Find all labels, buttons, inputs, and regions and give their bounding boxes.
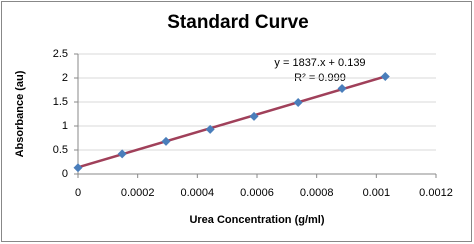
data-point xyxy=(293,97,303,107)
x-tick-label: 0 xyxy=(75,187,81,199)
data-point xyxy=(73,163,83,173)
trendline xyxy=(77,75,386,169)
y-axis-label: Absorbance (au) xyxy=(14,70,26,157)
y-tick-label: 0.5 xyxy=(53,144,68,156)
data-point xyxy=(117,149,127,159)
x-tick-label: 0.0002 xyxy=(121,187,155,199)
chart-title: Standard Curve xyxy=(167,12,308,33)
y-tick-label: 1 xyxy=(62,120,68,132)
data-point xyxy=(249,111,259,121)
y-tick-label: 1.5 xyxy=(53,96,68,108)
data-point xyxy=(205,124,215,134)
y-tick-label: 2.5 xyxy=(53,48,68,60)
x-tick-label: 0.0004 xyxy=(181,187,215,199)
x-tick-label: 0.001 xyxy=(363,187,391,199)
x-tick-label: 0.0012 xyxy=(419,187,453,199)
data-point xyxy=(161,136,171,146)
data-point xyxy=(337,84,347,94)
y-tick-label: 0 xyxy=(62,168,68,180)
data-point xyxy=(380,72,390,82)
y-tick-label: 2 xyxy=(62,72,68,84)
trendline-equation: y = 1837.x + 0.139 xyxy=(274,57,365,69)
x-tick-label: 0.0006 xyxy=(240,187,274,199)
x-tick-label: 0.0008 xyxy=(300,187,334,199)
x-axis-label: Urea Concentration (g/ml) xyxy=(189,214,324,226)
